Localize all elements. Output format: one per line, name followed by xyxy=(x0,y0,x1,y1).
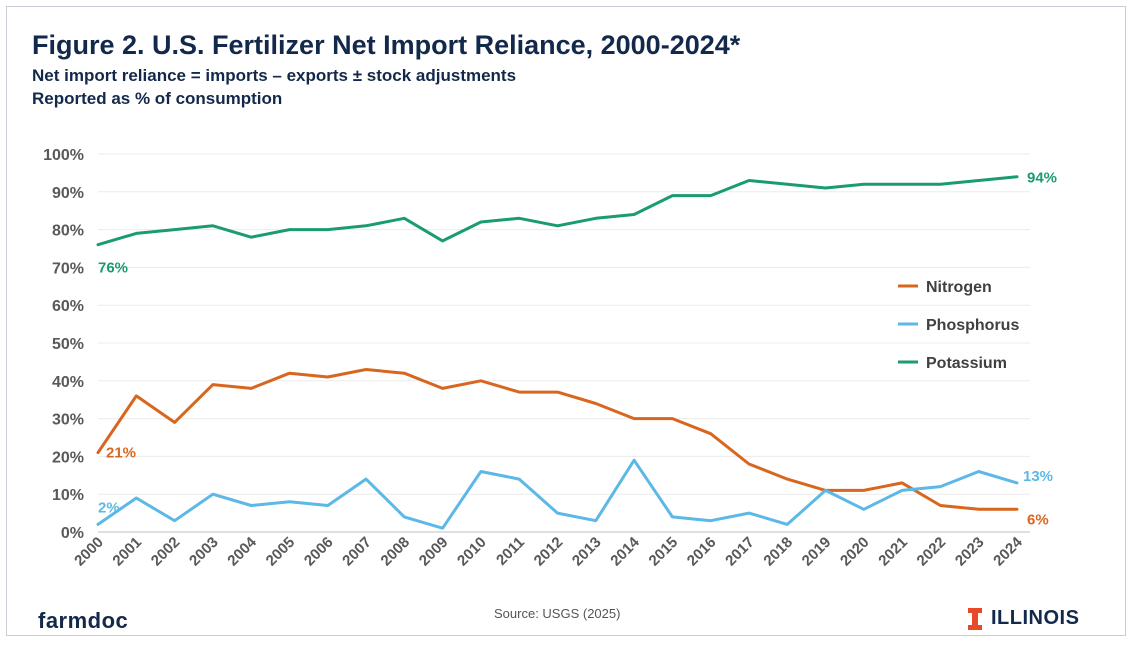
x-tick-label: 2021 xyxy=(875,534,911,570)
data-labels: 21% 6% 2% 13% 76% 94% xyxy=(98,170,1057,529)
start-label-phosphorus: 2% xyxy=(98,499,120,516)
y-axis-ticks: 0% 10% 20% 30% 40% 50% 60% 70% 80% 90% 100% xyxy=(43,147,84,542)
x-tick-label: 2002 xyxy=(148,534,184,570)
x-tick-label: 2001 xyxy=(109,534,145,570)
series-line-nitrogen xyxy=(96,368,1019,511)
x-tick-label: 2017 xyxy=(722,534,758,570)
x-tick-label: 2012 xyxy=(531,534,567,570)
start-label-potassium: 76% xyxy=(98,260,128,277)
legend-label-phosphorus: Phosphorus xyxy=(926,317,1019,334)
legend-label-nitrogen: Nitrogen xyxy=(926,279,992,296)
x-tick-label: 2015 xyxy=(646,534,682,570)
x-tick-label: 2014 xyxy=(607,533,643,569)
legend-label-potassium: Potassium xyxy=(926,355,1007,372)
x-tick-label: 2013 xyxy=(569,534,605,570)
start-label-nitrogen: 21% xyxy=(106,445,136,462)
x-tick-label: 2019 xyxy=(799,534,835,570)
series-line-potassium xyxy=(96,175,1019,247)
x-tick-label: 2008 xyxy=(378,534,414,570)
x-tick-label: 2005 xyxy=(263,534,299,570)
x-tick-label: 2023 xyxy=(952,534,988,570)
y-tick-label: 80% xyxy=(52,223,84,240)
x-axis-ticks: 2000 2001 2002 2003 2004 2005 2006 2007 2008 2009… xyxy=(71,533,1026,569)
gridlines xyxy=(98,153,1030,533)
x-tick-label: 2003 xyxy=(186,534,222,570)
illinois-logo: ILLINOIS xyxy=(968,607,1079,630)
x-tick-label: 2007 xyxy=(339,534,375,570)
end-label-nitrogen: 6% xyxy=(1027,511,1049,528)
x-tick-label: 2011 xyxy=(493,534,528,569)
y-tick-label: 30% xyxy=(52,412,84,429)
legend: Nitrogen Phosphorus Potassium xyxy=(898,279,1019,372)
x-tick-label: 2016 xyxy=(684,534,720,570)
x-tick-label: 2004 xyxy=(224,533,260,569)
chart-subtitle-definition: Net import reliance = imports – exports … xyxy=(32,66,517,85)
x-tick-label: 2020 xyxy=(837,534,873,570)
x-tick-label: 2022 xyxy=(914,534,950,570)
y-tick-label: 50% xyxy=(52,336,84,353)
series-lines xyxy=(96,175,1019,530)
x-tick-label: 2018 xyxy=(760,534,796,570)
y-tick-label: 20% xyxy=(52,449,84,466)
source-note: Source: USGS (2025) xyxy=(494,606,621,621)
x-tick-label: 2006 xyxy=(301,534,337,570)
illinois-wordmark: ILLINOIS xyxy=(991,607,1080,629)
farmdoc-logo: farmdoc xyxy=(38,608,129,633)
series-line-phosphorus xyxy=(96,458,1019,530)
x-tick-label: 2009 xyxy=(416,534,452,570)
figure-frame xyxy=(6,6,1126,636)
x-tick-label: 2024 xyxy=(990,533,1026,569)
y-tick-label: 40% xyxy=(52,374,84,391)
y-tick-label: 10% xyxy=(52,487,84,504)
chart-subtitle-units: Reported as % of consumption xyxy=(32,89,283,108)
end-label-phosphorus: 13% xyxy=(1023,468,1053,485)
chart-title: Figure 2. U.S. Fertilizer Net Import Rel… xyxy=(32,30,741,60)
y-tick-label: 90% xyxy=(52,185,84,202)
y-tick-label: 70% xyxy=(52,260,84,277)
end-label-potassium: 94% xyxy=(1027,170,1057,187)
x-tick-label: 2010 xyxy=(454,534,490,570)
illinois-block-i-icon xyxy=(968,607,982,630)
y-tick-label: 60% xyxy=(52,298,84,315)
y-tick-label: 100% xyxy=(43,147,84,164)
y-tick-label: 0% xyxy=(61,525,84,542)
